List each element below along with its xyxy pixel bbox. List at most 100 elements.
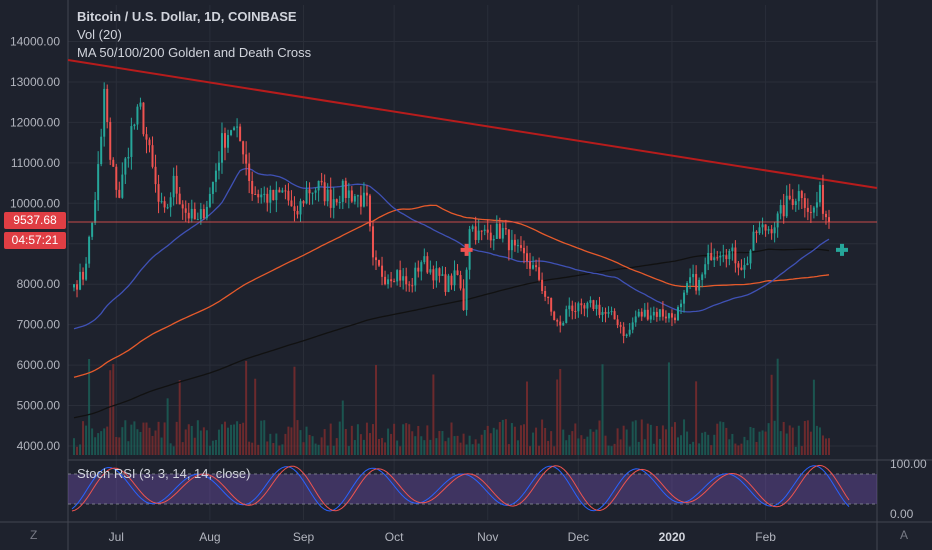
volume-bar: [818, 427, 821, 455]
candle-body: [761, 224, 764, 228]
x-tick-label: Oct: [385, 530, 404, 544]
candle-body: [592, 300, 595, 309]
candle-body: [532, 265, 535, 269]
stoch-rsi-label[interactable]: Stoch RSI (3, 3, 14, 14, close): [77, 466, 251, 481]
candle-body: [664, 316, 667, 319]
candle-body: [565, 309, 568, 323]
volume-bar: [692, 441, 695, 455]
candle-body: [326, 189, 329, 202]
candle-body: [604, 312, 607, 314]
volume-bar: [556, 379, 559, 455]
timezone-toggle[interactable]: Z: [30, 528, 38, 542]
volume-bar: [562, 429, 565, 455]
volume-bar: [498, 422, 501, 455]
candle-body: [529, 261, 532, 269]
candle-body: [160, 201, 163, 203]
candle-body: [142, 102, 145, 135]
candle-body: [299, 201, 302, 215]
x-tick-label: Aug: [199, 530, 220, 544]
volume-bar: [782, 421, 785, 455]
candle-body: [634, 316, 637, 323]
volume-bar: [589, 429, 592, 455]
volume-bar: [94, 437, 97, 455]
candle-body: [755, 231, 758, 234]
candle-body: [779, 205, 782, 214]
candle-body: [124, 158, 127, 175]
candle-body: [127, 156, 130, 159]
volume-bar: [755, 441, 758, 455]
candle-body: [208, 193, 211, 207]
volume-bar: [341, 400, 344, 455]
volume-bar: [163, 422, 166, 455]
candle-body: [619, 325, 622, 327]
candle-body: [154, 166, 157, 185]
auto-scale-toggle[interactable]: A: [900, 528, 909, 542]
candle-body: [752, 231, 755, 251]
volume-bar: [290, 427, 293, 455]
candle-body: [471, 226, 474, 230]
volume-bar: [773, 420, 776, 455]
volume-bar: [459, 442, 462, 455]
volume-bar: [76, 446, 79, 455]
volume-bar: [501, 419, 504, 455]
volume-bar: [154, 430, 157, 455]
volume-bar: [468, 435, 471, 455]
volume-bar: [172, 446, 175, 455]
volume-indicator-label[interactable]: Vol (20): [77, 27, 122, 42]
candle-body: [393, 281, 396, 283]
last-price-badge: 9537.68: [4, 212, 66, 229]
candle-body: [196, 219, 199, 221]
candle-body: [396, 270, 399, 282]
y-tick-label: 13000.00: [10, 75, 60, 89]
candle-body: [371, 226, 374, 258]
candle-body: [713, 257, 716, 261]
candle-body: [408, 284, 411, 286]
volume-bar: [740, 443, 743, 455]
volume-bar: [278, 445, 281, 455]
candle-body: [91, 222, 94, 237]
candle-body: [728, 250, 731, 260]
candle-body: [541, 279, 544, 291]
volume-bar: [586, 436, 589, 455]
candle-body: [628, 329, 631, 335]
volume-bar: [308, 434, 311, 455]
candle-body: [184, 208, 187, 213]
volume-bar: [553, 446, 556, 455]
candle-body: [797, 191, 800, 202]
candle-body: [670, 313, 673, 318]
moving-average-indicator-label[interactable]: MA 50/100/200 Golden and Death Cross: [77, 45, 312, 60]
candle-body: [683, 292, 686, 304]
volume-bar: [365, 422, 368, 455]
candle-body: [492, 238, 495, 241]
candle-body: [770, 229, 773, 234]
candle-body: [163, 201, 166, 208]
candle-body: [601, 312, 604, 315]
candle-body: [202, 209, 205, 219]
volume-bar: [115, 436, 118, 455]
candle-body: [245, 154, 248, 164]
candle-body: [815, 202, 818, 208]
candle-body: [607, 312, 610, 314]
candle-body: [420, 262, 423, 272]
volume-bar: [683, 419, 686, 455]
volume-bar: [462, 433, 465, 455]
candle-body: [365, 192, 368, 196]
volume-bar: [673, 422, 676, 455]
candle-body: [794, 201, 797, 205]
candle-body: [767, 229, 770, 231]
volume-bar: [698, 443, 701, 455]
candle-body: [589, 300, 592, 303]
candle-body: [498, 223, 501, 239]
candle-body: [583, 305, 586, 309]
candle-body: [737, 263, 740, 268]
candle-body: [266, 193, 269, 203]
candle-body: [444, 274, 447, 292]
candle-body: [190, 208, 193, 219]
candle-body: [417, 267, 420, 272]
volume-bar: [411, 431, 414, 455]
candle-body: [269, 189, 272, 203]
candle-body: [667, 313, 670, 319]
volume-bar: [429, 439, 432, 455]
volume-bar: [450, 422, 453, 455]
